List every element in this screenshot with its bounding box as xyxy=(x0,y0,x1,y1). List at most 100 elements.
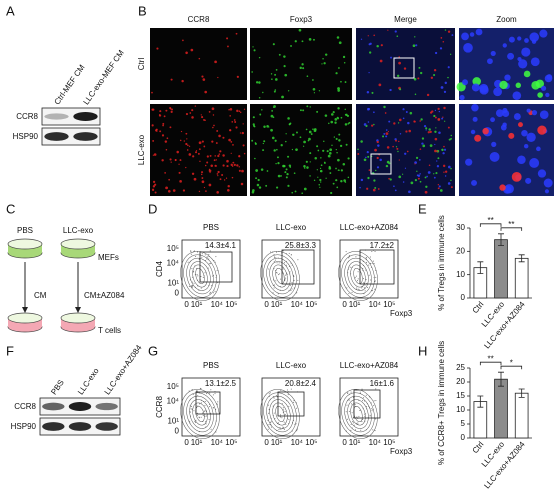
event-dot xyxy=(187,261,189,263)
column-header: Zoom xyxy=(496,15,517,24)
event-dot xyxy=(280,428,282,430)
cell-dot xyxy=(417,77,420,80)
cell-dot xyxy=(325,177,327,179)
cell-dot xyxy=(273,106,275,109)
event-dot xyxy=(198,416,200,418)
cell-dot xyxy=(386,146,390,149)
event-dot xyxy=(210,263,212,265)
event-dot xyxy=(297,259,299,261)
cell-dot xyxy=(330,191,333,195)
cell-dot xyxy=(443,148,447,151)
cell-dot xyxy=(277,156,279,159)
cell-dot xyxy=(313,38,315,41)
x-tick-label: 0 xyxy=(264,438,269,447)
cell-dot xyxy=(179,180,182,183)
cell-dot xyxy=(163,115,166,118)
cell-dot xyxy=(183,140,186,142)
event-dot xyxy=(197,251,199,253)
cell-dot xyxy=(323,140,325,143)
event-dot xyxy=(351,412,353,414)
event-dot xyxy=(284,410,286,412)
cell-dot xyxy=(329,148,333,152)
cell-dot xyxy=(377,144,380,147)
y-tick-label: 0 xyxy=(461,433,466,442)
event-dot xyxy=(212,394,214,396)
event-dot xyxy=(348,257,350,259)
cell-dot xyxy=(302,109,305,112)
blot-band xyxy=(42,402,65,411)
panel-letter: F xyxy=(6,343,14,358)
cell-dot xyxy=(396,147,399,150)
event-dot xyxy=(362,278,364,280)
cell-dot xyxy=(251,139,254,142)
cell-dot xyxy=(158,114,161,116)
condition-label: PBS xyxy=(203,223,219,232)
cell-dot xyxy=(162,124,165,127)
cell-dot xyxy=(539,29,548,38)
cell-dot xyxy=(234,121,237,124)
x-tick-label: 10¹ xyxy=(271,300,283,309)
cell-dot xyxy=(169,158,172,161)
cell-dot xyxy=(408,129,412,133)
event-dot xyxy=(275,280,277,282)
cell-dot xyxy=(490,117,495,123)
cell-dot xyxy=(152,185,156,188)
y-tick-label: 20 xyxy=(456,377,465,386)
cell-dot xyxy=(461,32,469,41)
lane-label: PBS xyxy=(49,378,66,396)
cell-dot xyxy=(218,134,221,138)
cell-dot xyxy=(270,128,273,132)
cell-dot xyxy=(302,145,305,147)
column-header: Foxp3 xyxy=(290,15,313,24)
cell-dot xyxy=(253,125,256,128)
cell-dot xyxy=(320,181,322,183)
event-dot xyxy=(375,400,377,402)
cell-dot xyxy=(226,37,229,40)
cell-dot xyxy=(366,187,369,190)
cell-dot xyxy=(347,176,350,179)
cell-dot xyxy=(425,129,427,131)
event-dot xyxy=(366,261,368,263)
gate xyxy=(199,251,233,283)
event-dot xyxy=(193,282,195,284)
cell-dot xyxy=(340,80,342,83)
cell-dot xyxy=(367,121,370,123)
cell-dot xyxy=(221,174,224,177)
x-tick-label: 10⁴ xyxy=(291,438,304,447)
cell-dot xyxy=(239,132,242,134)
cell-dot xyxy=(178,171,181,174)
row-label: LLC-exo xyxy=(137,134,146,165)
event-dot xyxy=(352,421,354,423)
cell-dot xyxy=(379,59,383,63)
event-dot xyxy=(195,256,197,258)
event-dot xyxy=(200,388,202,390)
cell-dot xyxy=(371,124,374,127)
cell-dot xyxy=(433,114,436,118)
significance-bracket xyxy=(479,223,502,227)
cell-dot xyxy=(191,116,194,119)
cell-dot xyxy=(385,129,388,131)
event-dot xyxy=(280,389,282,391)
event-dot xyxy=(200,416,202,418)
event-dot xyxy=(202,412,204,414)
cell-dot xyxy=(523,70,531,78)
cell-dot xyxy=(360,140,363,143)
panel-letter: H xyxy=(418,343,427,358)
cell-dot xyxy=(544,189,550,194)
cell-dot xyxy=(238,110,241,112)
cell-dot xyxy=(404,167,407,169)
lane-label: LLC-exo-MEF CM xyxy=(81,48,126,106)
cell-dot xyxy=(491,141,497,147)
cell-dot xyxy=(419,180,422,183)
cell-dot xyxy=(338,169,340,171)
cell-dot xyxy=(217,154,220,158)
event-dot xyxy=(285,423,287,425)
dish-rim xyxy=(60,238,96,250)
cell-dot xyxy=(530,57,540,67)
event-dot xyxy=(365,394,367,396)
cell-dot xyxy=(511,171,522,182)
error-bar xyxy=(518,388,525,398)
cell-dot xyxy=(378,83,382,87)
event-dot xyxy=(361,388,363,390)
cell-dot xyxy=(405,111,408,113)
